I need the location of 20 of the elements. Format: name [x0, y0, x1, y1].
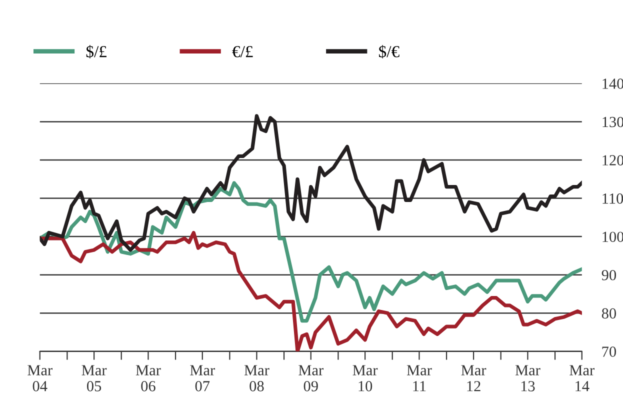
x-tick-label: Mar 14 — [570, 365, 594, 392]
y-tick-label: 90 — [602, 270, 616, 280]
legend-label: €/£ — [232, 46, 253, 58]
line-series — [40, 181, 582, 323]
x-tick-label: Mar 04 — [28, 365, 52, 392]
x-tick-label: Mar 06 — [136, 365, 161, 392]
x-tick-label: Mar 10 — [352, 365, 378, 392]
legend-label: $/€ — [379, 45, 400, 58]
x-tick-label: Mar 11 — [406, 365, 432, 392]
x-tick-label: Mar 08 — [244, 365, 270, 392]
y-tick-label: 110 — [602, 193, 623, 204]
x-tick-label: Mar 07 — [190, 365, 215, 392]
x-tick-label: Mar 13 — [515, 365, 540, 392]
y-tick-label: 80 — [602, 308, 616, 319]
legend-label: $/£ — [86, 45, 106, 58]
x-tick-label: Mar 09 — [298, 365, 324, 392]
x-tick-label: Mar 12 — [461, 365, 486, 392]
line-series — [40, 114, 582, 252]
y-tick-label: 70 — [602, 346, 616, 357]
x-tick-label: Mar 05 — [82, 365, 107, 392]
